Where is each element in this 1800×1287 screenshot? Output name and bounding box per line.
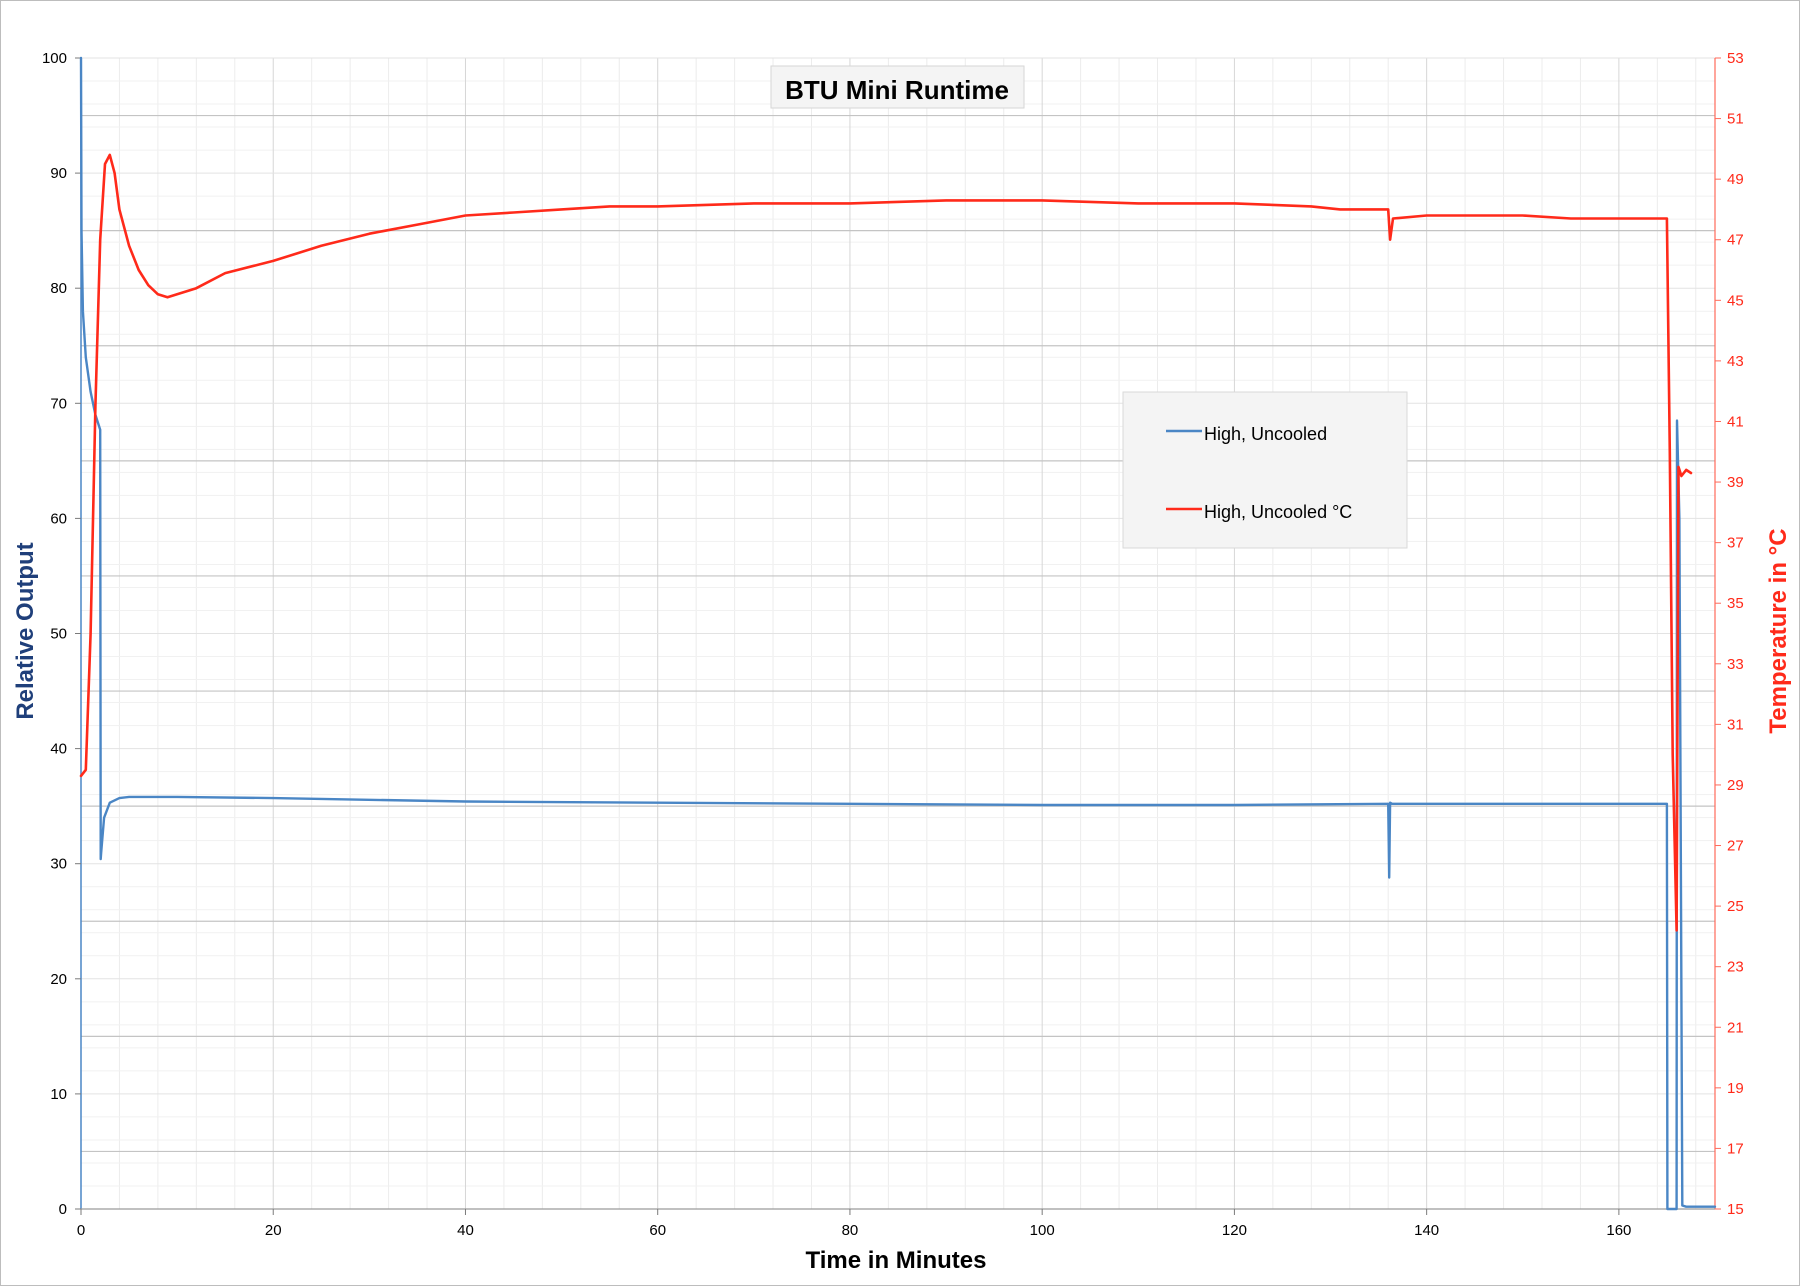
legend: High, Uncooled High, Uncooled °C (1122, 391, 1408, 549)
x-tick-label: 160 (1606, 1222, 1631, 1239)
y-tick-label: 30 (50, 856, 67, 873)
y-tick-label: 20 (50, 971, 67, 988)
y2-tick-label: 27 (1727, 838, 1744, 855)
y2-tick-label: 15 (1727, 1201, 1744, 1218)
y-tick-label: 90 (50, 165, 67, 182)
major-gridlines (81, 57, 1715, 1209)
y-tick-label: 10 (50, 1086, 67, 1103)
x-tick-label: 140 (1414, 1222, 1439, 1239)
x-tick-label: 100 (1030, 1222, 1055, 1239)
tick-labels: 0 10 20 30 40 50 60 70 80 90 100 15 17 19 21 23 25 27 29 31… (42, 50, 1744, 1239)
y2-tick-label: 19 (1727, 1080, 1744, 1097)
y2-tick-label: 51 (1727, 111, 1744, 128)
legend-box (1122, 391, 1408, 549)
series-line-relative-output (79, 56, 1717, 1211)
y2-tick-label: 41 (1727, 413, 1744, 430)
y-tick-label: 40 (50, 741, 67, 758)
y-tick-label: 70 (50, 395, 67, 412)
y-axis-title: Relative Output (12, 542, 39, 719)
y-tick-label: 60 (50, 510, 67, 527)
y2-tick-label: 25 (1727, 898, 1744, 915)
series-line-temperature (79, 153, 1693, 932)
x-tick-label: 60 (649, 1222, 666, 1239)
legend-label-temperature: High, Uncooled °C (1204, 502, 1352, 522)
y2-tick-label: 45 (1727, 292, 1744, 309)
y2-axis-title: Temperature in °C (1765, 528, 1792, 733)
y2-tick-label: 29 (1727, 777, 1744, 794)
y2-tick-label: 43 (1727, 353, 1744, 370)
y2-tick-label: 49 (1727, 171, 1744, 188)
y2-tick-label: 35 (1727, 595, 1744, 612)
y2-tick-label: 31 (1727, 716, 1744, 733)
axes (75, 57, 1721, 1215)
series-layer (79, 56, 1717, 1211)
y-tick-label: 80 (50, 280, 67, 297)
y-tick-label: 100 (42, 50, 67, 67)
y-tick-label: 0 (59, 1201, 67, 1218)
y2-tick-label: 21 (1727, 1019, 1744, 1036)
x-axis-title: Time in Minutes (806, 1247, 987, 1274)
y2-tick-label: 47 (1727, 232, 1744, 249)
x-tick-label: 80 (842, 1222, 859, 1239)
x-tick-label: 0 (77, 1222, 85, 1239)
y2-tick-label: 39 (1727, 474, 1744, 491)
y-tick-label: 50 (50, 626, 67, 643)
title-box (770, 65, 1025, 109)
x-tick-label: 20 (265, 1222, 282, 1239)
legend-label-output: High, Uncooled (1204, 424, 1327, 444)
x-tick-label: 40 (457, 1222, 474, 1239)
y2-tick-label: 37 (1727, 535, 1744, 552)
y2-tick-label: 53 (1727, 50, 1744, 67)
y2-tick-label: 33 (1727, 656, 1744, 673)
y2-tick-label: 23 (1727, 959, 1744, 976)
y2-tick-label: 17 (1727, 1140, 1744, 1157)
x-tick-label: 120 (1222, 1222, 1247, 1239)
chart-title: BTU Mini Runtime (785, 75, 1009, 105)
